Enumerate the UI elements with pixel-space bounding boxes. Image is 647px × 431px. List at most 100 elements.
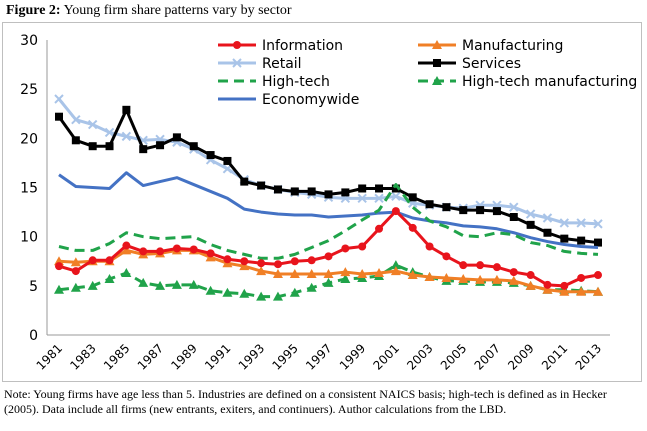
- figure-title-text: Young firm share patterns vary by sector: [63, 3, 292, 18]
- data-point-manufacturing: [374, 268, 385, 278]
- legend-label-economywide: Economywide: [262, 92, 359, 108]
- data-point-manufacturing: [593, 286, 603, 296]
- legend-label-retail: Retail: [262, 56, 302, 72]
- data-point-information: [105, 256, 114, 265]
- data-point-high-tech-manufacturing: [155, 280, 166, 290]
- data-point-high-tech-manufacturing: [239, 288, 250, 298]
- x-tick-label: 1987: [135, 341, 166, 372]
- data-point-information: [341, 244, 350, 253]
- series-line-economywide: [58, 171, 599, 249]
- y-tick-label: 15: [20, 181, 38, 197]
- data-point-retail: [525, 209, 536, 219]
- data-point-services: [71, 136, 80, 145]
- y-tick-label: 30: [20, 33, 38, 49]
- data-point-retail: [576, 218, 586, 228]
- data-point-information: [560, 281, 569, 290]
- data-point-services: [375, 184, 384, 193]
- data-point-manufacturing: [357, 269, 368, 279]
- data-point-high-tech-manufacturing: [171, 279, 182, 289]
- legend-marker-manufacturing: [432, 40, 442, 49]
- series-manufacturing: [54, 245, 603, 296]
- data-point-high-tech-manufacturing: [289, 287, 300, 297]
- data-point-information: [324, 252, 333, 261]
- legend-label-information: Information: [262, 38, 343, 54]
- data-point-manufacturing: [542, 284, 553, 294]
- data-point-retail: [87, 119, 98, 130]
- data-point-services: [189, 142, 198, 151]
- data-point-manufacturing: [458, 273, 469, 283]
- data-point-information: [425, 242, 434, 251]
- data-point-information: [172, 244, 181, 253]
- x-tick-label: 2011: [539, 341, 570, 372]
- y-tick-label: 5: [29, 279, 38, 295]
- data-point-retail: [391, 191, 401, 202]
- x-tick-label: 1999: [337, 341, 368, 372]
- data-point-retail: [71, 114, 81, 125]
- legend-item-services: Services: [418, 56, 521, 72]
- series-economywide: [58, 171, 599, 249]
- data-point-retail: [54, 94, 64, 104]
- data-point-services: [577, 236, 586, 245]
- x-tick-label: 1991: [202, 341, 233, 372]
- data-point-manufacturing: [256, 266, 267, 276]
- data-point-high-tech-manufacturing: [104, 273, 115, 283]
- data-point-manufacturing: [340, 267, 351, 277]
- y-tick-label: 25: [20, 82, 38, 98]
- data-point-high-tech-manufacturing: [188, 279, 199, 289]
- legend-item-economywide: Economywide: [218, 92, 359, 108]
- data-point-retail: [509, 202, 519, 212]
- x-tick-label: 2007: [472, 341, 503, 372]
- data-point-services: [139, 145, 148, 154]
- data-point-information: [156, 247, 165, 256]
- data-point-manufacturing: [407, 270, 418, 280]
- data-point-high-tech-manufacturing: [138, 277, 149, 287]
- legend-label-services: Services: [462, 56, 521, 72]
- legend-marker-retail: [232, 58, 242, 68]
- data-point-services: [240, 177, 249, 186]
- data-point-services: [290, 187, 299, 196]
- data-point-services: [391, 184, 400, 193]
- data-point-services: [55, 112, 63, 121]
- data-point-manufacturing: [559, 286, 570, 296]
- x-tick-label: 1983: [67, 341, 98, 372]
- x-tick-label: 1985: [101, 341, 132, 372]
- data-point-manufacturing: [272, 269, 283, 279]
- series-line-high-tech: [58, 183, 599, 260]
- data-point-manufacturing: [323, 269, 334, 279]
- data-point-information: [240, 257, 249, 266]
- data-point-retail: [593, 219, 603, 229]
- data-point-manufacturing: [390, 266, 401, 276]
- data-point-retail: [357, 193, 367, 204]
- data-point-information: [122, 241, 131, 250]
- data-point-information: [408, 223, 417, 232]
- x-tick-label: 1981: [34, 341, 65, 372]
- data-point-information: [543, 280, 552, 289]
- data-point-retail: [121, 131, 132, 142]
- data-point-information: [375, 224, 384, 233]
- data-point-services: [425, 200, 434, 209]
- data-point-services: [543, 228, 552, 237]
- data-point-information: [290, 257, 299, 266]
- x-tick-label: 2005: [438, 341, 469, 372]
- figure-note: Note: Young firms have age less than 5. …: [4, 387, 607, 416]
- data-point-information: [577, 273, 586, 282]
- data-point-retail: [542, 213, 553, 223]
- data-point-manufacturing: [491, 274, 502, 284]
- data-point-information: [273, 260, 282, 269]
- series-high-tech-manufacturing: [54, 260, 603, 301]
- data-point-high-tech-manufacturing: [390, 260, 401, 270]
- data-point-high-tech-manufacturing: [54, 284, 64, 294]
- data-point-information: [55, 262, 63, 271]
- legend-item-high-tech-manufacturing: High-tech manufacturing: [418, 74, 637, 90]
- data-point-manufacturing: [441, 272, 452, 282]
- data-point-services: [122, 105, 131, 114]
- data-point-services: [476, 206, 485, 215]
- data-point-manufacturing: [508, 275, 519, 285]
- x-tick-label: 2013: [573, 341, 604, 372]
- data-point-information: [526, 271, 535, 280]
- data-point-information: [594, 271, 602, 280]
- data-point-services: [442, 203, 451, 212]
- x-tick-label: 1997: [303, 341, 334, 372]
- data-point-services: [172, 133, 181, 142]
